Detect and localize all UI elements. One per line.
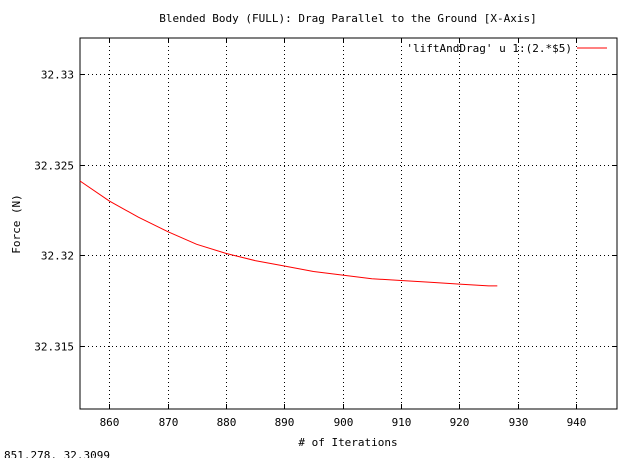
series-layer xyxy=(79,180,498,287)
y-tick-label: 32.325 xyxy=(34,160,74,173)
y-axis-label: Force (N) xyxy=(10,194,23,254)
x-tick-label: 920 xyxy=(450,416,470,429)
legend-entry-label: 'liftAndDrag' u 1:(2.*$5) xyxy=(406,42,572,55)
plot-frame xyxy=(79,37,618,410)
y-tick-label: 32.315 xyxy=(34,341,74,354)
x-tick-label: 940 xyxy=(567,416,587,429)
x-axis-ticks: 860 870 880 890 900 910 920 930 940 xyxy=(100,38,587,429)
x-tick-label: 860 xyxy=(100,416,120,429)
x-tick-label: 900 xyxy=(334,416,354,429)
x-tick-label: 910 xyxy=(392,416,412,429)
legend: 'liftAndDrag' u 1:(2.*$5) xyxy=(406,42,607,55)
x-tick-label: 880 xyxy=(217,416,237,429)
y-tick-label: 32.32 xyxy=(41,250,74,263)
x-tick-label: 870 xyxy=(159,416,179,429)
grid xyxy=(80,38,617,409)
series-line xyxy=(79,180,498,287)
y-axis-ticks: 32.315 32.32 32.325 32.33 xyxy=(34,69,617,354)
x-axis-label: # of Iterations xyxy=(298,436,397,449)
y-tick-label: 32.33 xyxy=(41,69,74,82)
x-tick-label: 930 xyxy=(509,416,529,429)
status-coordinates: 851.278, 32.3099 xyxy=(4,449,110,458)
x-tick-label: 890 xyxy=(275,416,295,429)
chart-title: Blended Body (FULL): Drag Parallel to th… xyxy=(159,12,537,25)
